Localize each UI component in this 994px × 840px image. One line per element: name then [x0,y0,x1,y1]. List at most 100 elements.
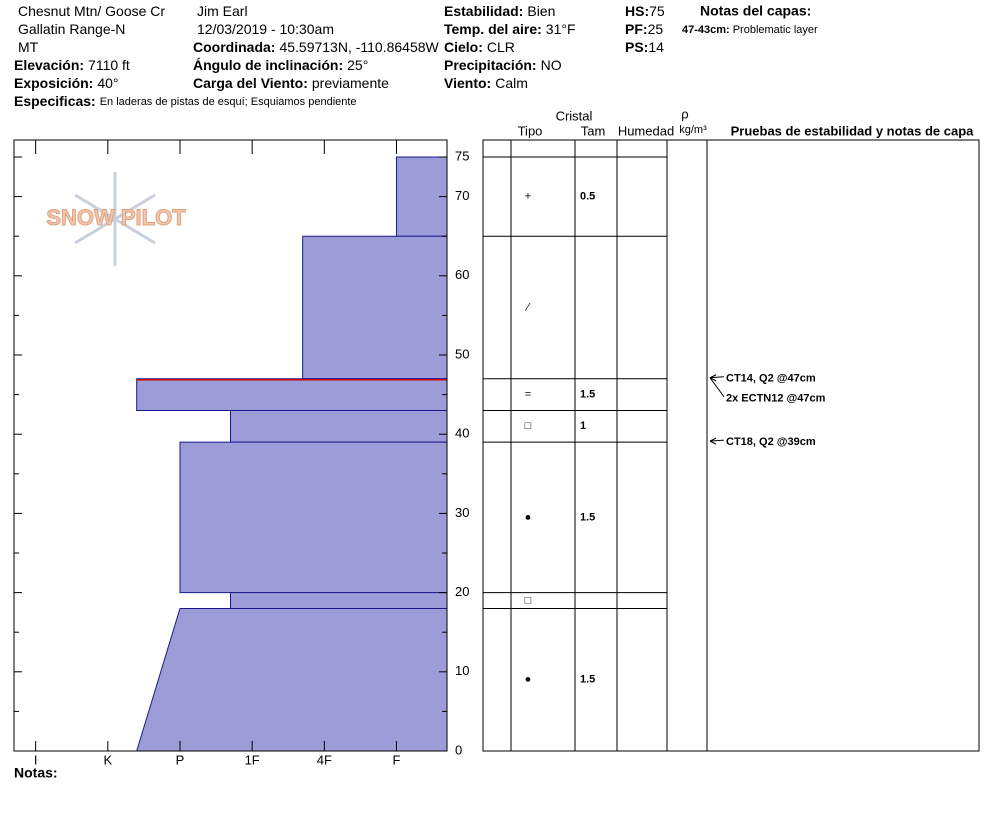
layer-note: 47-43cm: Problematic layer [682,24,818,36]
plot-frame [13,139,448,752]
layer-notes-title: Notas del capas: [700,3,811,19]
header-field-value: Jim Earl [197,3,248,19]
header-field: PS:14 [625,39,664,55]
header-field-value: 40° [97,75,118,91]
x-tick-label: F [393,752,401,767]
crystal-type: ● [525,511,532,523]
crystal-size: 1 [580,420,586,432]
table-header: Tam [581,123,606,138]
header-field: PF:25 [625,21,663,37]
header-field: Carga del Viento: previamente [193,75,389,91]
header-field-value: 75 [649,3,665,19]
y-tick-label: 60 [455,267,469,282]
stability-test: CT18, Q2 @39cm [726,436,816,448]
hardness-layer [302,235,448,380]
table-header: kg/m³ [679,124,707,136]
header-field-label: PS: [625,39,648,55]
header-field-label: Ángulo de inclinación: [193,57,343,73]
hardness-layer [230,592,448,609]
header-field-value: 31°F [546,21,576,37]
header-field: Gallatin Range-N [18,21,125,37]
header-field: Coordinada: 45.59713N, -110.86458W [193,39,440,55]
y-tick-label: 70 [455,188,469,203]
header-field-value: 25° [347,57,368,73]
table-frame [482,139,980,752]
specifics-label: Especificas: [14,93,96,109]
x-tick-label: I [34,752,38,767]
test-arrow [709,376,725,379]
header-field-label: HS: [625,3,649,19]
y-tick-label: 40 [455,426,469,441]
table-header: Pruebas de estabilidad y notas de capa [731,123,975,138]
x-tick-label: 4F [317,752,332,767]
header-field: Cielo: CLR [444,39,515,55]
header-field-label: PF: [625,21,648,37]
header-field: Viento: Calm [444,75,528,91]
crystal-type: + [525,191,531,203]
specifics-value: En laderas de pistas de esquí; Esquiamos… [100,96,357,108]
stability-test: 2x ECTN12 @47cm [726,393,826,405]
header-field: Estabilidad: Bien [444,3,555,19]
logo [74,172,156,266]
table-header: Cristal [556,108,593,123]
specifics: Especificas: En laderas de pistas de esqu… [14,93,357,109]
table-header: ρ [681,106,688,121]
header-field-value: 12/03/2019 - 10:30am [197,21,334,37]
test-arrow [709,439,725,442]
header-field-label: Carga del Viento: [193,75,308,91]
header-field-value: 45.59713N, -110.86458W [279,39,439,55]
crystal-type: □ [525,594,532,606]
header-field-value: previamente [312,75,389,91]
crystal-type: ⁄ [524,301,531,313]
y-tick-label: 10 [455,663,469,678]
x-tick-label: P [176,752,185,767]
header-field-value: CLR [487,39,515,55]
header-field-value: Gallatin Range-N [18,21,125,37]
crystal-type: □ [525,420,532,432]
crystal-size: 1.5 [580,511,595,523]
stability-test: CT14, Q2 @47cm [726,373,816,385]
hardness-layer [230,409,448,443]
y-tick-label: 0 [455,742,462,757]
x-tick-label: 1F [245,752,260,767]
header-field: Elevación: 7110 ft [14,57,130,73]
x-tick-label: K [103,752,112,767]
layer-note-label: 47-43cm: [682,24,730,36]
header-field-value: NO [541,57,562,73]
header-field-label: Precipitación: [444,57,537,73]
header-field: Chesnut Mtn/ Goose Cr [18,3,165,19]
header-field: Ángulo de inclinación: 25° [193,57,368,73]
crystal-size: 1.5 [580,674,595,686]
y-tick-label: 20 [455,584,469,599]
header-field-label: Exposición: [14,75,93,91]
header-field: MT [18,39,39,55]
table-header: Tipo [518,123,543,138]
header-field-value: 7110 ft [88,57,130,73]
header-field: HS:75 [625,3,665,19]
crystal-type: ● [525,674,532,686]
crystal-size: 1.5 [580,389,595,401]
table-header: Humedad [618,123,674,138]
header-field-label: Elevación: [14,57,84,73]
header-field: Exposición: 40° [14,75,119,91]
header-field-value: Bien [527,3,555,19]
header-field-value: 14 [648,39,664,55]
layer-note-value: Problematic layer [733,24,818,36]
notes-label: Notas: [14,765,58,781]
header-field-value: 25 [648,21,664,37]
header-field-label: Coordinada: [193,39,275,55]
test-arrow [709,377,725,398]
header-field: 12/03/2019 - 10:30am [197,21,334,37]
hardness-layer [136,607,448,752]
hardness-layer [136,378,448,411]
header-field-label: Cielo: [444,39,483,55]
logo-text: SNOW PILOT [46,205,186,230]
header-field-value: Calm [495,75,528,91]
header-field-label: Temp. del aire: [444,21,542,37]
header-field-value: MT [18,39,39,55]
y-tick-label: 30 [455,505,469,520]
crystal-size: 0.5 [580,191,595,203]
crystal-type: = [525,389,531,401]
y-tick-label: 50 [455,346,469,361]
